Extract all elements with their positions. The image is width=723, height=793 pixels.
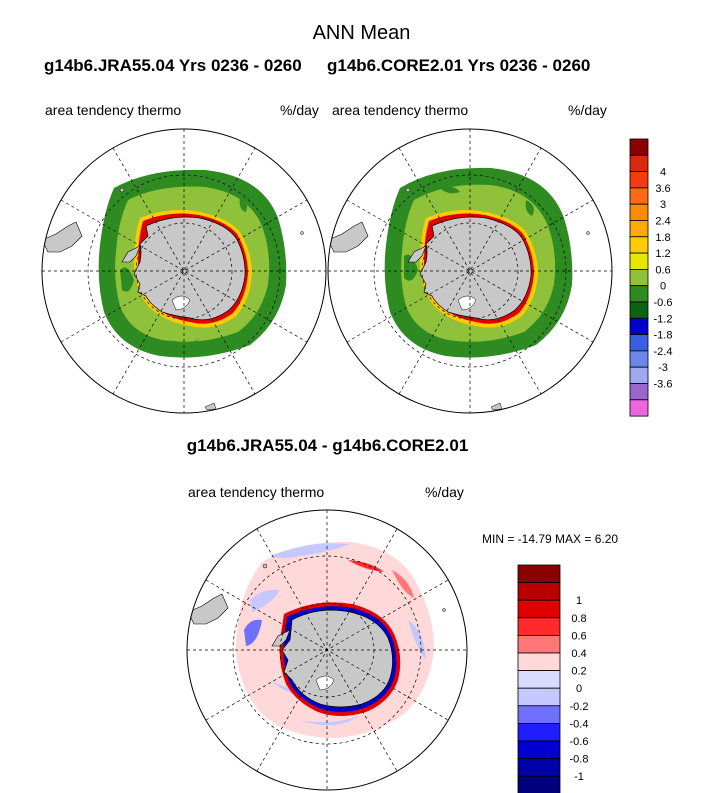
colorbar-top-swatch (629, 138, 649, 156)
colorbar-top-tick-label: 3.6 (655, 183, 670, 195)
colorbar-diff-tick-label: -1 (574, 771, 584, 783)
colorbar-top-swatch (629, 399, 649, 417)
colorbar-top-swatch (629, 301, 649, 319)
colorbar-top-tick-label: -3.6 (654, 379, 673, 391)
colorbar-top-tick-label: -0.6 (654, 297, 673, 309)
colorbar-top-swatch (629, 203, 649, 221)
colorbar-top-swatch (629, 334, 649, 352)
colorbar-diff-swatch (517, 652, 561, 672)
colorbar-diff-swatch (517, 687, 561, 707)
south-america-left (42, 221, 83, 253)
colorbar-diff-tick-label: 1 (576, 595, 582, 607)
colorbar-top-swatch (629, 268, 649, 287)
colorbar-top-tick-label: 4 (660, 167, 666, 179)
colorbar-top-tick-label: -3 (658, 362, 668, 374)
colorbar-diff-swatch (517, 617, 561, 636)
min-max-label: MIN = -14.79 MAX = 6.20 (482, 532, 619, 546)
colorbar-top-tick-label: 1.2 (655, 248, 670, 260)
colorbar-top-swatch (629, 350, 649, 368)
colorbar-diff-tick-label: -0.4 (570, 718, 589, 730)
colorbar-diff-swatch (517, 670, 561, 689)
colorbar-diff: 1 0.8 0.6 0.4 0.2 0 -0.2 -0.4 -0.6 -0.8 -1 (517, 564, 589, 793)
colorbar-top-tick-label: -1.2 (654, 313, 673, 325)
colorbar-top-swatch (629, 220, 649, 238)
map-left (41, 128, 327, 414)
units-label-right: %/day (568, 102, 607, 118)
colorbar-diff-tick-label: 0.2 (571, 666, 586, 678)
colorbar-diff-swatch (517, 635, 561, 654)
colorbar-top-tick-label: 0.6 (655, 264, 670, 276)
units-label-left: %/day (280, 102, 319, 118)
colorbar-top-tick-label: -2.4 (654, 346, 673, 358)
colorbar-diff-swatch (517, 758, 561, 777)
colorbar-diff-tick-label: 0.6 (571, 630, 586, 642)
map-diff (186, 509, 468, 791)
variable-label-diff: area tendency thermo (188, 484, 325, 500)
colorbar-diff-swatch (517, 740, 561, 760)
colorbar-diff-swatch (517, 599, 561, 619)
colorbar-top-tick-label: 0 (660, 281, 666, 293)
colorbar-top-swatch (629, 383, 649, 401)
colorbar-diff-tick-label: -0.6 (570, 736, 589, 748)
colorbar-top-swatch (629, 317, 649, 335)
colorbar-top-tick-label: -1.8 (654, 330, 673, 342)
colorbar-diff-swatch (517, 705, 561, 724)
variable-label-left: area tendency thermo (45, 102, 182, 118)
colorbar-diff-swatch (517, 775, 561, 793)
colorbar-diff-tick-label: 0.8 (571, 613, 586, 625)
variable-label-right: area tendency thermo (332, 102, 469, 118)
colorbar-top-swatch (629, 171, 649, 189)
south-america-diff (187, 593, 229, 625)
colorbar-top-swatch (629, 252, 649, 270)
antarctica-left (133, 216, 246, 321)
colorbar-top: 4 3.6 3 2.4 1.8 1.2 0.6 0 -0.6 -1.2 -1.8 -2.4 -3 -3.6 (629, 138, 673, 417)
colorbar-top-swatch (629, 236, 649, 254)
case-title-left: g14b6.JRA55.04 Yrs 0236 - 0260 (44, 56, 302, 75)
colorbar-top-tick-label: 1.8 (655, 232, 670, 244)
south-america-right (328, 221, 369, 253)
colorbar-diff-tick-label: 0.4 (571, 648, 586, 660)
colorbar-diff-swatch (517, 564, 561, 584)
diff-title: g14b6.JRA55.04 - g14b6.CORE2.01 (186, 436, 469, 455)
units-label-diff: %/day (425, 484, 464, 500)
map-right (327, 128, 613, 414)
antarctica-right (419, 216, 532, 321)
case-title-right: g14b6.CORE2.01 Yrs 0236 - 0260 (327, 56, 591, 75)
colorbar-diff-tick-label: -0.8 (570, 754, 589, 766)
colorbar-diff-swatch (517, 582, 561, 601)
colorbar-top-swatch (629, 154, 649, 173)
colorbar-top-swatch (629, 285, 649, 303)
colorbar-top-tick-label: 2.4 (655, 216, 670, 228)
colorbar-diff-tick-label: 0 (576, 683, 582, 695)
main-title: ANN Mean (312, 22, 411, 44)
colorbar-top-swatch (629, 366, 649, 384)
colorbar-top-tick-label: 3 (660, 199, 666, 211)
antarctica-diff (281, 609, 393, 708)
colorbar-top-swatch (629, 187, 649, 205)
colorbar-diff-tick-label: -0.2 (570, 701, 589, 713)
colorbar-diff-swatch (517, 723, 561, 742)
